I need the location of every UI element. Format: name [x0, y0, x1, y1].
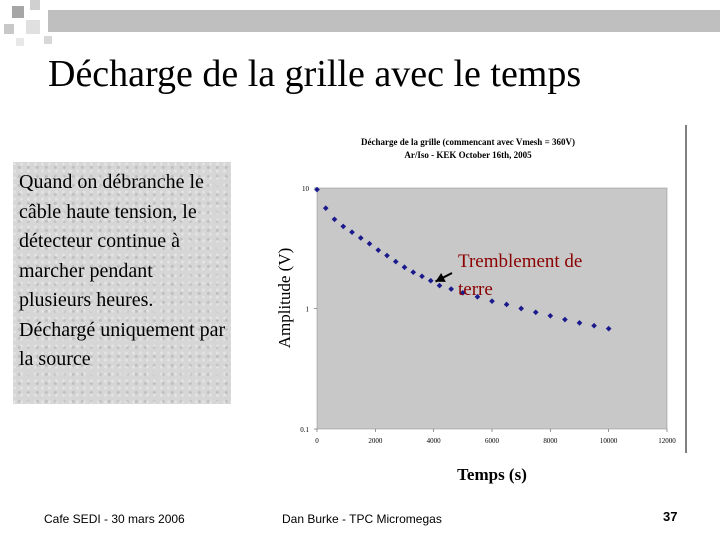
data-point	[605, 325, 612, 332]
chart-subtitle: Ar/Iso - KEK October 16th, 2005	[404, 150, 532, 160]
x-axis-label: Temps (s)	[457, 465, 527, 484]
data-point	[547, 312, 554, 319]
chart-title: Décharge de la grille (commencant avec V…	[361, 137, 575, 147]
x-tick-label: 8000	[543, 437, 558, 445]
description-text: Quand on débranche le câble haute tensio…	[19, 171, 226, 370]
data-point	[576, 320, 583, 326]
y-axis-label: Amplitude (V)	[275, 248, 294, 349]
corner-squares-decoration	[0, 0, 720, 50]
data-point	[340, 223, 347, 230]
data-point	[427, 277, 434, 284]
x-tick-label: 4000	[427, 437, 442, 445]
data-point	[419, 273, 425, 280]
slide-title: Décharge de la grille avec le temps	[48, 53, 582, 95]
data-point	[518, 305, 524, 312]
x-tick-label: 0	[315, 437, 319, 445]
annotation-arrow-head	[435, 272, 446, 282]
data-point	[562, 316, 568, 323]
y-tick-label: 10	[302, 185, 310, 193]
description-box: Quand on débranche le câble haute tensio…	[13, 162, 231, 404]
x-tick-label: 6000	[485, 437, 500, 445]
data-point	[357, 235, 364, 241]
annotation-line1: Tremblement de	[458, 251, 582, 272]
x-tick-label: 10000	[600, 437, 618, 445]
data-point	[401, 264, 408, 271]
data-point	[460, 289, 466, 296]
data-point	[366, 240, 373, 247]
footer-left: Cafe SEDI - 30 mars 2006	[44, 512, 185, 526]
data-point	[331, 216, 338, 223]
page-number: 37	[663, 509, 678, 524]
data-point	[392, 258, 399, 265]
y-tick-label: 0.1	[300, 426, 309, 434]
data-point	[489, 298, 495, 305]
data-point	[384, 252, 390, 259]
data-point	[503, 301, 510, 308]
x-tick-label: 2000	[368, 437, 383, 445]
plot-area	[316, 187, 668, 430]
data-point	[349, 229, 355, 235]
annotation-line2: terre	[458, 279, 493, 300]
x-tick-label: 12000	[658, 437, 676, 445]
y-tick-label: 1	[306, 306, 310, 314]
data-point	[436, 282, 443, 289]
discharge-chart: Décharge de la grille (commencant avec V…	[275, 125, 687, 484]
data-point	[474, 293, 481, 300]
data-point	[532, 309, 539, 316]
data-point	[591, 322, 597, 329]
data-point	[410, 269, 417, 276]
data-point	[448, 286, 454, 292]
data-point	[375, 247, 382, 253]
footer-center: Dan Burke - TPC Micromegas	[282, 512, 442, 526]
